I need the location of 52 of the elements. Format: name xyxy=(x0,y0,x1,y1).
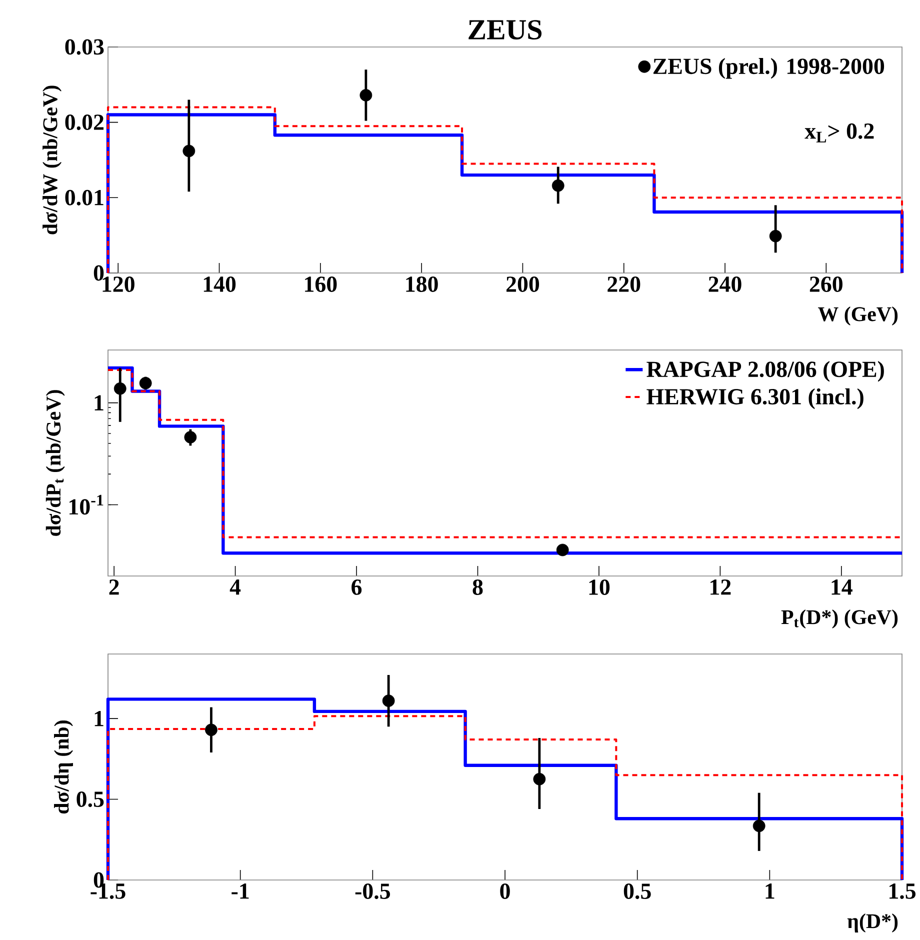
y-axis-title: dσ/dη (nb) xyxy=(54,720,74,814)
x-tick-label: 0.5 xyxy=(624,884,651,900)
point xyxy=(182,144,196,158)
y-axis-title: dσ/dP$_{t}$ (nb/GeV) xyxy=(46,390,66,536)
x-tick-label: 12 xyxy=(710,580,731,595)
x-tick-label: 140 xyxy=(204,276,236,292)
point xyxy=(205,724,218,736)
chart-title: ZEUS xyxy=(468,20,542,40)
legend-label: ZEUS (prel.) 1998-2000 xyxy=(654,58,884,79)
y-axis-title: dσ/dW (nb/GeV) xyxy=(42,86,62,234)
x-tick-label: -1 xyxy=(232,884,249,899)
point xyxy=(184,431,197,444)
x-tick-label: 180 xyxy=(406,276,438,292)
x-tick-label: 14 xyxy=(832,580,853,595)
point xyxy=(140,376,152,390)
x-tick-label: 200 xyxy=(506,276,540,292)
x-axis-title: η(D*) xyxy=(848,914,898,932)
point xyxy=(753,820,766,832)
x-axis-title: P$_{t}$(D*) (GeV) xyxy=(782,610,898,628)
point xyxy=(360,89,372,102)
x-tick-label: 8 xyxy=(472,580,483,595)
point xyxy=(533,772,546,786)
x-tick-label: 2 xyxy=(109,580,119,595)
point xyxy=(114,382,126,395)
x-tick-label: 0 xyxy=(500,884,510,899)
x-axis-title: W (GeV) xyxy=(818,306,898,326)
y-tick-label: 0 xyxy=(94,265,104,281)
x-tick-label: 120 xyxy=(102,276,135,292)
x-tick-label: 260 xyxy=(810,276,843,292)
y-tick-label: 1 xyxy=(95,395,104,410)
legend-label: RAPGAP 2.08/06 (OPE) xyxy=(646,360,884,382)
y-tick-label: 0.02 xyxy=(65,114,104,130)
point xyxy=(552,179,564,192)
point xyxy=(556,544,569,556)
x-tick-label: 160 xyxy=(305,276,337,292)
legend-label: HERWIG 6.301 (incl.) xyxy=(646,388,864,410)
y-tick-label: 0.01 xyxy=(65,190,104,206)
x-tick-label: 240 xyxy=(708,276,742,292)
x-tick-label: 1.5 xyxy=(890,884,916,899)
y-tick-label: 10$^{-1}$ xyxy=(70,494,104,515)
x-tick-label: 220 xyxy=(608,276,640,292)
x-tick-label: 6 xyxy=(352,580,362,595)
x-tick-label: 4 xyxy=(230,580,241,595)
point xyxy=(382,694,395,708)
annotation: x$_{L}$> 0.2 xyxy=(804,123,874,142)
x-tick-label: 10 xyxy=(589,580,610,595)
x-tick-label: -0.5 xyxy=(356,884,390,900)
x-tick-label: 1 xyxy=(766,884,774,899)
y-tick-label: 0.5 xyxy=(76,791,104,808)
point xyxy=(770,230,782,242)
y-tick-label: 0.03 xyxy=(65,39,104,55)
y-tick-label: 1 xyxy=(95,711,104,726)
